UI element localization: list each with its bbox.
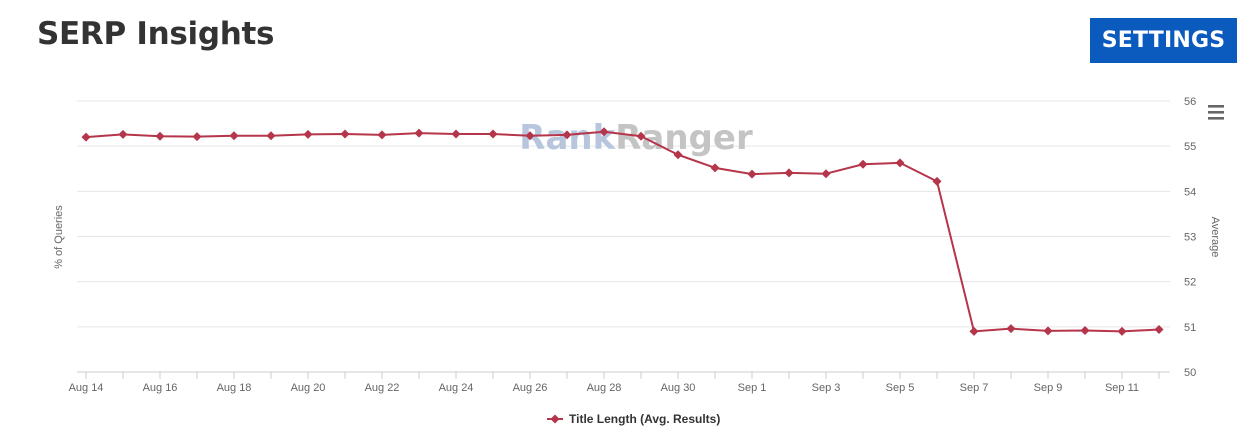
series-title-length <box>81 127 1164 336</box>
data-point <box>451 129 461 139</box>
data-point <box>377 130 387 140</box>
y-axis-title-left: % of Queries <box>53 205 65 269</box>
data-point <box>81 132 91 142</box>
x-tick-label: Sep 9 <box>1034 382 1063 394</box>
data-point <box>229 131 239 141</box>
data-point <box>1154 325 1164 335</box>
data-point <box>821 169 831 179</box>
legend-label: Title Length (Avg. Results) <box>569 412 720 426</box>
data-point <box>932 176 942 186</box>
hamburger-menu-icon[interactable] <box>1203 101 1229 125</box>
legend[interactable]: Title Length (Avg. Results) <box>547 412 720 426</box>
x-tick-label: Aug 18 <box>217 382 252 394</box>
y-tick-label: 52 <box>1184 277 1196 289</box>
data-point <box>562 130 572 140</box>
x-tick-label: Aug 24 <box>439 382 474 394</box>
x-tick-label: Aug 22 <box>365 382 400 394</box>
y-tick-label: 54 <box>1184 186 1196 198</box>
x-tick-label: Aug 28 <box>587 382 622 394</box>
series-line <box>85 130 1160 333</box>
legend-marker <box>550 414 560 424</box>
page-title: SERP Insights <box>37 16 275 52</box>
y-axis-title-right: Average <box>1209 217 1221 258</box>
grid-lines <box>77 100 1170 373</box>
watermark-ranger: Ranger <box>615 118 753 158</box>
data-point <box>599 127 609 137</box>
data-point <box>895 158 905 168</box>
data-point <box>525 131 535 141</box>
data-point <box>1080 325 1090 335</box>
axes: 50 51 52 53 54 55 56 Aug 14 Aug 16 Aug 18 Aug 20 Au… <box>53 96 1221 394</box>
x-tick-label: Sep 5 <box>886 382 915 394</box>
y-tick-label: 55 <box>1184 141 1196 153</box>
data-point <box>488 129 498 139</box>
x-tick-label: Aug 26 <box>513 382 548 394</box>
settings-button[interactable]: SETTINGS <box>1090 18 1237 63</box>
data-point <box>192 132 202 142</box>
y-tick-label: 56 <box>1184 96 1196 108</box>
data-point <box>673 150 683 160</box>
x-tick-label: Sep 1 <box>738 382 767 394</box>
data-point <box>155 131 165 141</box>
data-point <box>636 131 646 141</box>
data-point <box>266 131 276 141</box>
y-tick-label: 51 <box>1184 322 1196 334</box>
data-point <box>1117 326 1127 336</box>
data-point <box>1043 326 1053 336</box>
y-tick-label: 53 <box>1184 232 1196 244</box>
x-tick-label: Aug 16 <box>143 382 178 394</box>
data-point <box>1006 324 1016 334</box>
data-point <box>118 129 128 139</box>
x-tick-label: Sep 3 <box>812 382 841 394</box>
y-tick-label: 50 <box>1184 367 1196 379</box>
x-tick-label: Aug 30 <box>661 382 696 394</box>
data-point <box>747 169 757 179</box>
data-point <box>969 326 979 336</box>
data-point <box>858 159 868 169</box>
data-point <box>340 129 350 139</box>
data-point <box>784 168 794 178</box>
data-point <box>414 128 424 138</box>
x-tick-label: Aug 14 <box>69 382 104 394</box>
data-point <box>303 129 313 139</box>
x-tick-label: Sep 7 <box>960 382 989 394</box>
x-tick-label: Sep 11 <box>1105 382 1139 394</box>
data-point <box>710 163 720 173</box>
rankranger-watermark: RankRanger <box>519 118 753 158</box>
x-tick-label: Aug 20 <box>291 382 326 394</box>
